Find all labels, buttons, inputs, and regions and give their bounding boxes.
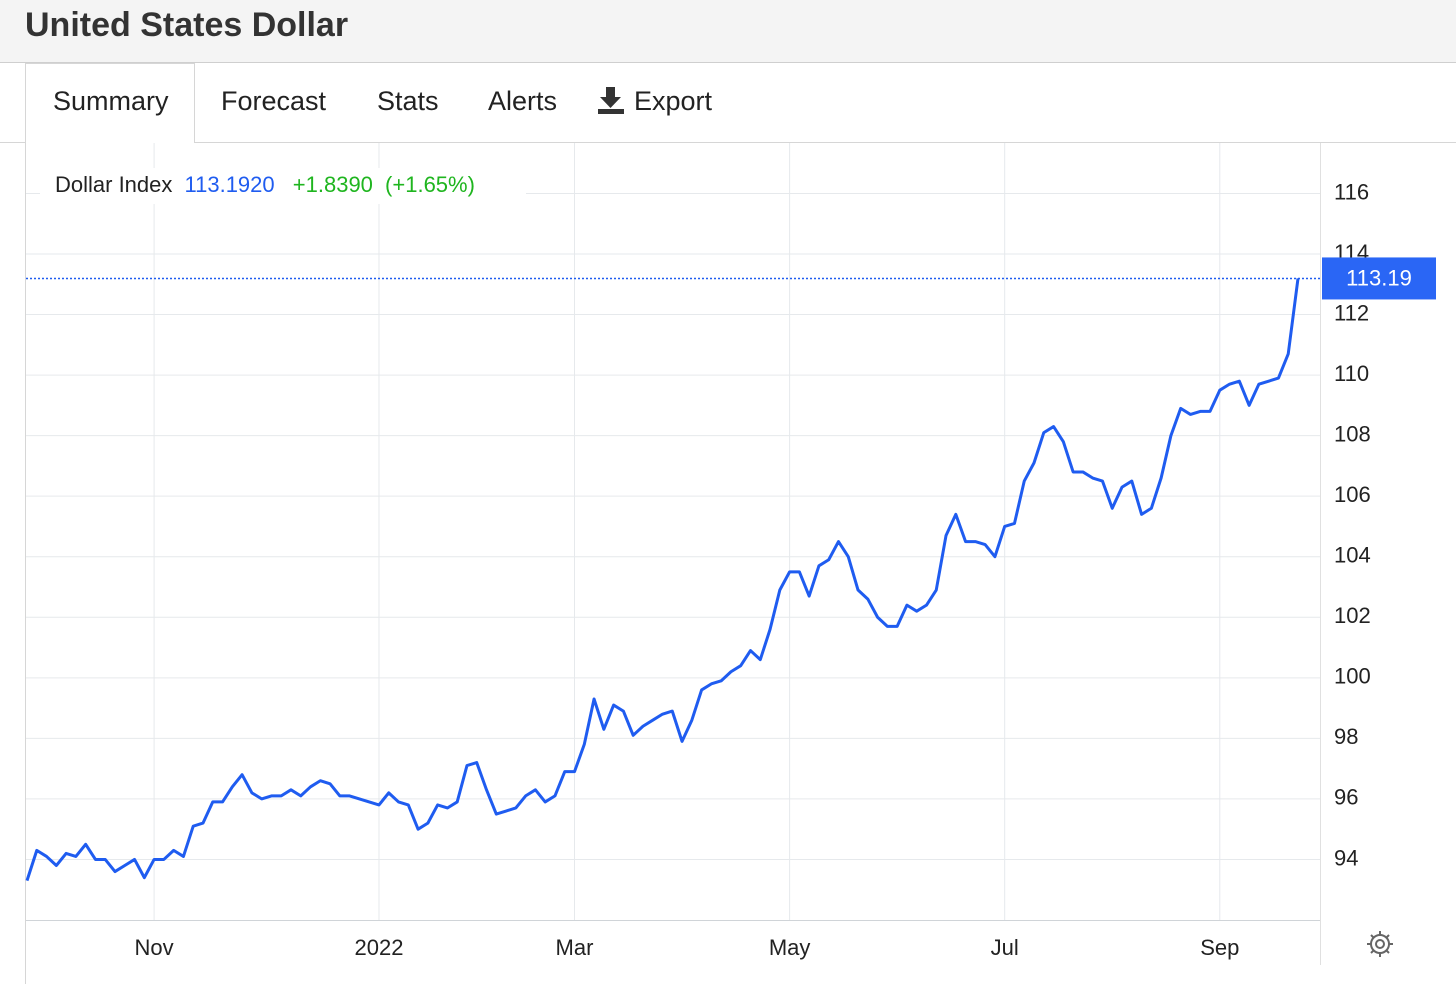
header-bar [0,0,1456,62]
quote-change: +1.8390 [293,172,373,197]
x-tick-label: Mar [556,935,594,960]
quote-line: Dollar Index 113.1920 +1.8390 (+1.65%) [55,172,475,197]
active-tab-gap [26,140,194,146]
export-icon[interactable] [598,87,624,114]
active-tab [25,63,195,143]
y-tick-label: 102 [1334,603,1371,628]
y-tick-label: 100 [1334,664,1371,689]
y-tick-label: 108 [1334,421,1371,446]
tab-forecast[interactable]: Forecast [221,86,327,116]
x-tick-label: Jul [991,935,1019,960]
y-tick-label: 112 [1334,300,1369,325]
quote-last: 113.1920 [185,172,275,197]
tab-export[interactable]: Export [634,86,713,116]
x-tick-label: Nov [135,935,174,960]
x-tick-label: May [769,935,811,960]
settings-gear[interactable] [1367,931,1393,957]
quote-name: Dollar Index [55,172,172,197]
price-line [25,278,1300,882]
y-tick-label: 106 [1334,482,1371,507]
y-tick-label: 94 [1334,845,1358,870]
quote-change-pct: (+1.65%) [385,172,475,197]
plot-area [25,143,1320,920]
y-tick-label: 96 [1334,785,1358,810]
y-tick-label: 98 [1334,724,1358,749]
tab-stats[interactable]: Stats [377,86,439,116]
tab-summary[interactable]: Summary [53,86,169,116]
x-tick-label: 2022 [354,935,403,960]
y-tick-label: 104 [1334,543,1371,568]
y-tick-label: 116 [1334,179,1369,204]
tab-alerts[interactable]: Alerts [488,86,557,116]
x-tick-label: Sep [1200,935,1239,960]
quote-backdrop [40,168,526,204]
last-value-tag [1322,257,1436,300]
grid [26,143,1320,920]
y-tick-label: 110 [1334,361,1369,386]
last-value-label: 113.19 [1346,265,1412,290]
page-title: United States Dollar [25,6,348,44]
